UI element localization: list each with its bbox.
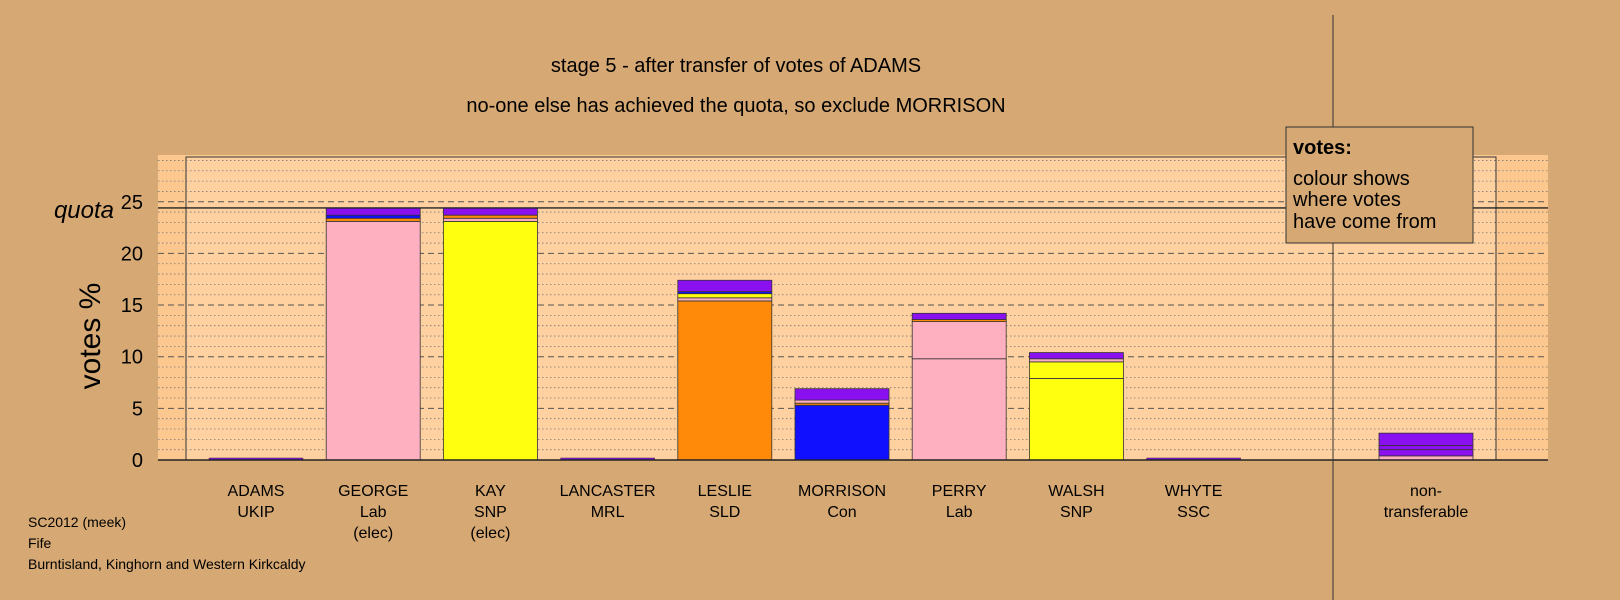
- legend-line: colour shows: [1293, 168, 1410, 190]
- bar-george: [325, 207, 421, 461]
- bar-segment: [794, 399, 890, 404]
- bar-segment: [442, 217, 538, 222]
- candidate-party: UKIP: [237, 504, 274, 521]
- bar-segment: [677, 279, 773, 293]
- bar-segment: [442, 220, 538, 461]
- bars-layer: [158, 207, 1548, 461]
- bar-segment: [325, 214, 421, 219]
- bar-segment: [1029, 377, 1124, 461]
- candidate-name: KAY: [475, 483, 506, 500]
- legend-title: votes:: [1293, 137, 1352, 159]
- bar-segment: [325, 220, 421, 461]
- bar-segment: [677, 297, 773, 302]
- candidate-status: (elec): [470, 525, 510, 542]
- y-tick-label: 15: [121, 295, 143, 317]
- bar-segment: [1378, 432, 1474, 446]
- bar-segment: [677, 300, 773, 461]
- quota-label: quota: [54, 197, 114, 224]
- y-tick-label: 5: [132, 398, 143, 420]
- y-tick-label: 0: [132, 450, 143, 472]
- candidate-name: LESLIE: [698, 483, 752, 500]
- bar-segment: [794, 404, 890, 461]
- bar-segment: [442, 207, 538, 216]
- candidate-labels: ADAMS UKIP GEORGE Lab (elec) KAY SNP (elec) LANC…: [228, 483, 1469, 542]
- bar-perry: [911, 312, 1007, 461]
- y-tick-label: 25: [121, 192, 143, 214]
- candidate-party: MRL: [591, 504, 625, 521]
- candidate-name: GEORGE: [338, 483, 408, 500]
- bar-segment: [911, 321, 1007, 360]
- legend-box: votes: colour shows where votes have com…: [1285, 126, 1474, 244]
- candidate-name: MORRISON: [798, 483, 886, 500]
- candidate-name: ADAMS: [228, 483, 285, 500]
- bar-segment: [1029, 358, 1124, 363]
- candidate-name: PERRY: [932, 483, 987, 500]
- bar-segment: [677, 293, 773, 299]
- bar-segment: [325, 207, 421, 216]
- bar-segment: [794, 388, 890, 401]
- bar-segment: [1029, 352, 1124, 360]
- bar-segment: [1378, 445, 1474, 451]
- footer-method: SC2012 (meek): [28, 514, 126, 530]
- bar-morrison: [794, 388, 890, 461]
- bar-segment: [911, 312, 1007, 320]
- bar-segment: [442, 214, 538, 219]
- bar-segment: [1378, 449, 1474, 457]
- y-tick-label: 10: [121, 347, 143, 369]
- bar-nontransferable: [1378, 432, 1474, 461]
- bar-leslie: [677, 279, 773, 461]
- candidate-party: SLD: [709, 504, 740, 521]
- nontransferable-label: transferable: [1384, 504, 1469, 521]
- bar-segment: [1029, 361, 1124, 379]
- legend-line: where votes: [1292, 189, 1401, 211]
- legend-line: have come from: [1293, 211, 1436, 233]
- candidate-name: WHYTE: [1165, 483, 1223, 500]
- bar-kay: [442, 207, 538, 461]
- y-tick-labels: 0 5 10 15 20 25: [121, 192, 143, 472]
- bar-segment: [911, 358, 1007, 461]
- y-axis-label: votes %: [74, 283, 107, 390]
- footer-council: Fife: [28, 535, 52, 551]
- footer-ward: Burntisland, Kinghorn and Western Kirkca…: [28, 556, 306, 572]
- candidate-party: SNP: [474, 504, 507, 521]
- candidate-name: WALSH: [1048, 483, 1104, 500]
- bar-walsh: [1029, 352, 1124, 461]
- nontransferable-label: non-: [1410, 483, 1442, 500]
- candidate-status: (elec): [353, 525, 393, 542]
- candidate-party: Con: [827, 504, 856, 521]
- candidate-party: SSC: [1177, 504, 1210, 521]
- candidate-party: Lab: [946, 504, 973, 521]
- candidate-name: LANCASTER: [560, 483, 656, 500]
- candidate-party: SNP: [1060, 504, 1093, 521]
- bar-segment: [325, 217, 421, 222]
- chart-subtitle: no-one else has achieved the quota, so e…: [466, 95, 1005, 117]
- chart-title: stage 5 - after transfer of votes of ADA…: [551, 55, 921, 77]
- y-tick-label: 20: [121, 243, 143, 265]
- candidate-party: Lab: [360, 504, 387, 521]
